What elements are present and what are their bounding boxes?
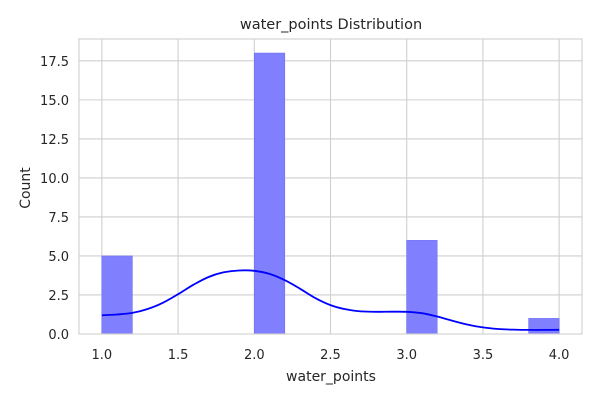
plot-frame [78, 38, 583, 335]
x-tick-label: 3.5 [473, 348, 494, 363]
x-tick-label: 2.0 [244, 348, 265, 363]
y-tick-label: 7.5 [48, 211, 69, 226]
y-tick-label: 12.5 [40, 133, 69, 148]
histogram-bar [528, 318, 560, 335]
x-tick-label: 1.0 [92, 348, 113, 363]
grid-layer [79, 39, 582, 335]
x-tick-label: 3.0 [396, 348, 417, 363]
histogram-bar [406, 240, 438, 335]
x-tick-label: 2.5 [320, 348, 341, 363]
kde-line [101, 269, 560, 331]
x-tick-label: 1.5 [168, 348, 189, 363]
x-tick-label: 4.0 [549, 348, 570, 363]
plot-border [78, 38, 583, 335]
histogram-bar [101, 255, 133, 335]
y-axis-label: Count [18, 167, 34, 209]
y-tick-label: 5.0 [48, 250, 69, 265]
x-axis-label: water_points [286, 369, 376, 385]
y-tick-label: 0.0 [48, 328, 69, 343]
bars-layer [101, 52, 560, 335]
kde-layer [101, 269, 560, 331]
y-tick-label: 17.5 [40, 55, 69, 70]
y-tick-label: 2.5 [48, 289, 69, 304]
chart-title: water_points Distribution [240, 17, 422, 33]
y-tick-label: 15.0 [40, 94, 69, 109]
histogram-bar [253, 52, 286, 335]
tick-labels: 1.0 1.5 2.0 2.5 3.0 3.5 4.0 0.0 2.5 5.0 7.5 10.0 12.… [40, 55, 569, 363]
y-tick-label: 10.0 [40, 172, 69, 187]
